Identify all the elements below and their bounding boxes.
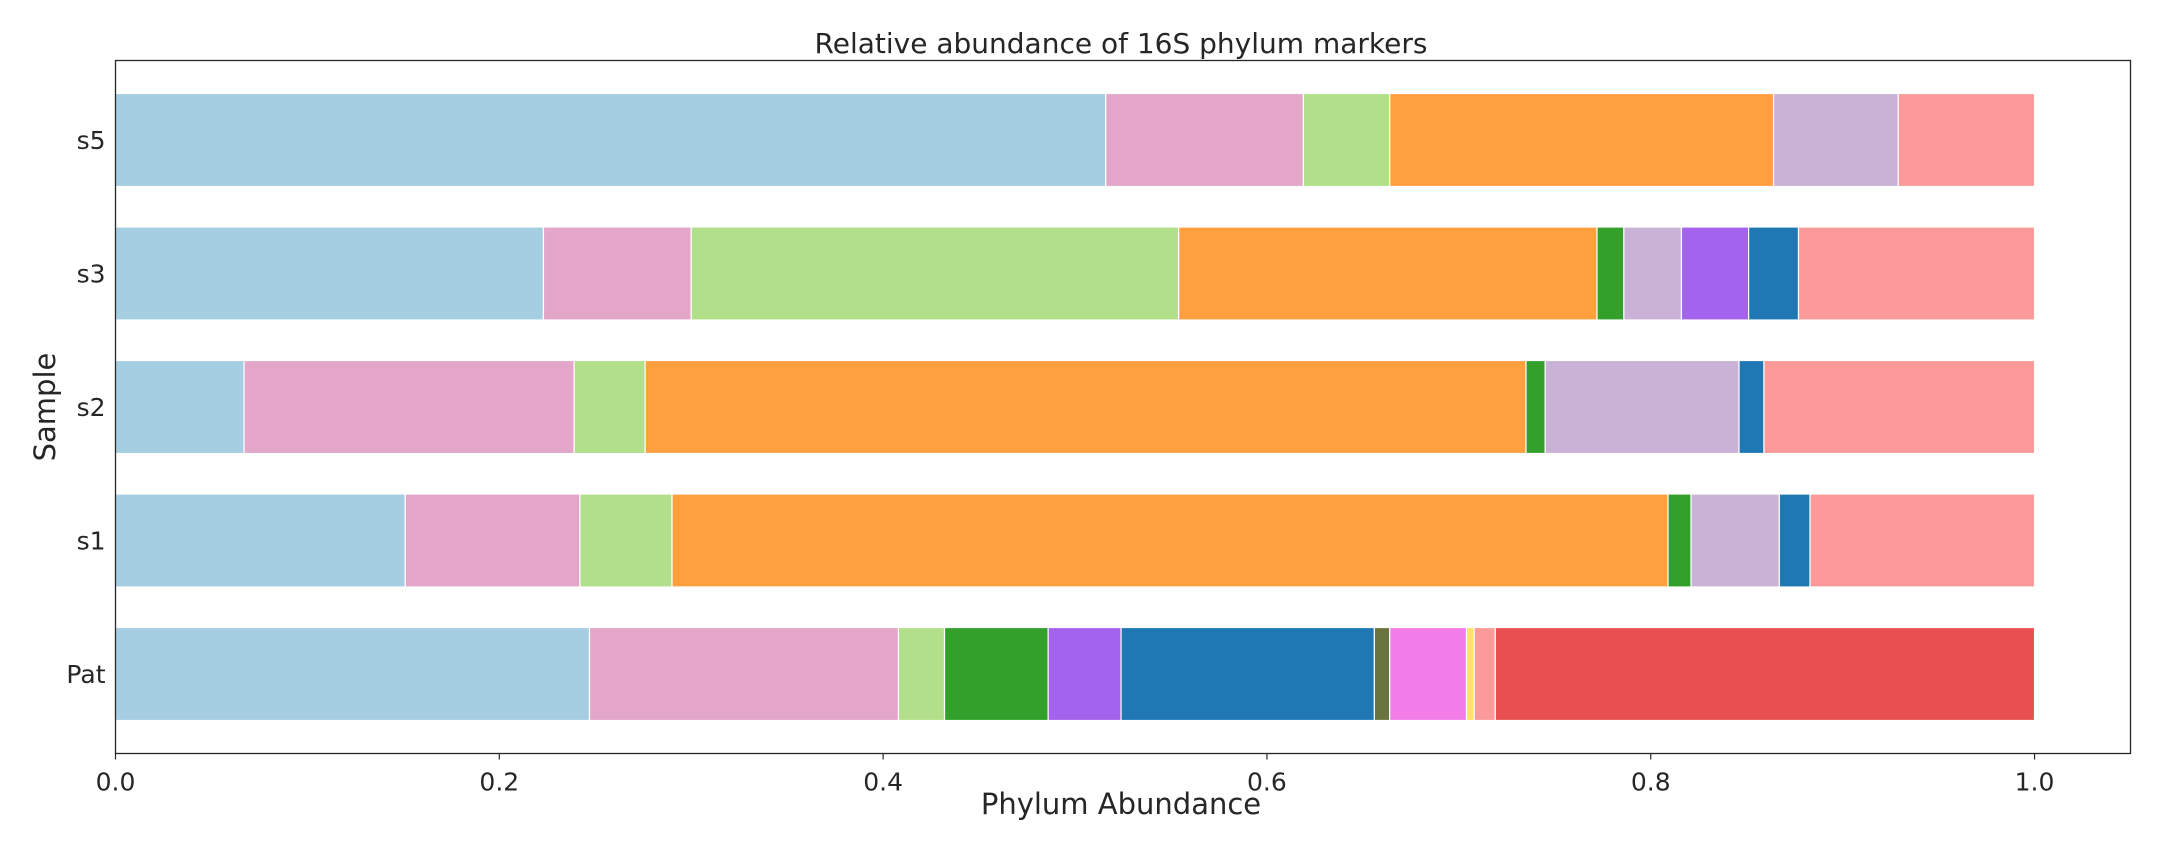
bar-segment-Pat-8	[1120, 626, 1375, 722]
bar-segment-Pat-1	[114, 626, 591, 722]
bar-segment-Pat-2	[588, 626, 900, 722]
bar-segment-s1-6	[1690, 493, 1780, 588]
x-tick-label: 0.2	[479, 768, 519, 797]
x-tick-label: 1.0	[2015, 768, 2055, 797]
y-tick-label-s5: s5	[77, 126, 106, 155]
bar-segment-s3-7	[1680, 226, 1750, 321]
bar-segment-s1-8	[1778, 493, 1811, 588]
x-tick-label: 0.0	[96, 768, 136, 797]
bar-segment-s3-2	[542, 226, 692, 321]
bar-segment-s2-6	[1544, 359, 1740, 455]
plot-frame	[114, 59, 2132, 755]
bar-segment-s2-3	[573, 359, 646, 455]
bar-segment-s5-12	[1897, 92, 2036, 188]
y-axis-label: Sample	[28, 353, 62, 462]
bar-segment-Pat-10	[1389, 626, 1468, 722]
bar-segment-Pat-7	[1047, 626, 1122, 722]
y-tick-label-s2: s2	[77, 393, 106, 422]
bar-segment-Pat-5	[943, 626, 1049, 722]
y-axis-ticks: Pat s1 s2 s3 s5	[66, 126, 105, 689]
bar-segment-s3-6	[1623, 226, 1683, 321]
bar-segment-s1-3	[579, 493, 673, 588]
y-tick-label-Pat: Pat	[66, 660, 105, 689]
chart-title: Relative abundance of 16S phylum markers	[815, 27, 1428, 60]
bar-segment-s3-12	[1797, 226, 2036, 321]
x-axis-ticks: 0.0 0.2 0.4 0.6 0.8 1.0	[96, 753, 2055, 797]
bar-segment-s3-1	[114, 226, 545, 321]
y-tick-label-s1: s1	[77, 527, 106, 556]
bar-segment-s1-5	[1667, 493, 1692, 588]
bar-segment-Pat-11	[1465, 626, 1475, 722]
bar-segment-s1-1	[114, 493, 406, 588]
bars-group	[114, 92, 2036, 722]
bar-segment-s3-4	[1178, 226, 1598, 321]
x-tick-label: 0.8	[1631, 768, 1671, 797]
bar-segment-s2-5	[1525, 359, 1546, 455]
bar-segment-s2-8	[1738, 359, 1765, 455]
bar-segment-Pat-12	[1473, 626, 1496, 722]
bar-segment-s5-3	[1302, 92, 1391, 188]
bar-segment-Pat-9	[1373, 626, 1391, 722]
bar-segment-s2-1	[114, 359, 245, 455]
bar-segment-s5-1	[114, 92, 1107, 188]
bar-segment-s1-4	[671, 493, 1669, 588]
bar-segment-Pat-13	[1494, 626, 2036, 722]
bar-segment-s3-3	[690, 226, 1180, 321]
bar-segment-s3-5	[1596, 226, 1625, 321]
bar-segment-s1-12	[1809, 493, 2036, 588]
bar-segment-s2-4	[644, 359, 1527, 455]
x-tick-label: 0.6	[1247, 768, 1287, 797]
bar-segment-s5-6	[1772, 92, 1899, 188]
bar-segment-s5-4	[1389, 92, 1775, 188]
bar-segment-s3-8	[1748, 226, 1800, 321]
y-tick-label-s3: s3	[77, 260, 106, 289]
bar-segment-s2-2	[243, 359, 575, 455]
x-axis-label: Phylum Abundance	[981, 787, 1261, 821]
x-tick-label: 0.4	[863, 768, 903, 797]
bar-segment-s5-2	[1105, 92, 1304, 188]
bar-segment-s1-2	[404, 493, 581, 588]
bar-segment-Pat-3	[897, 626, 946, 722]
bar-segment-s2-12	[1763, 359, 2036, 455]
